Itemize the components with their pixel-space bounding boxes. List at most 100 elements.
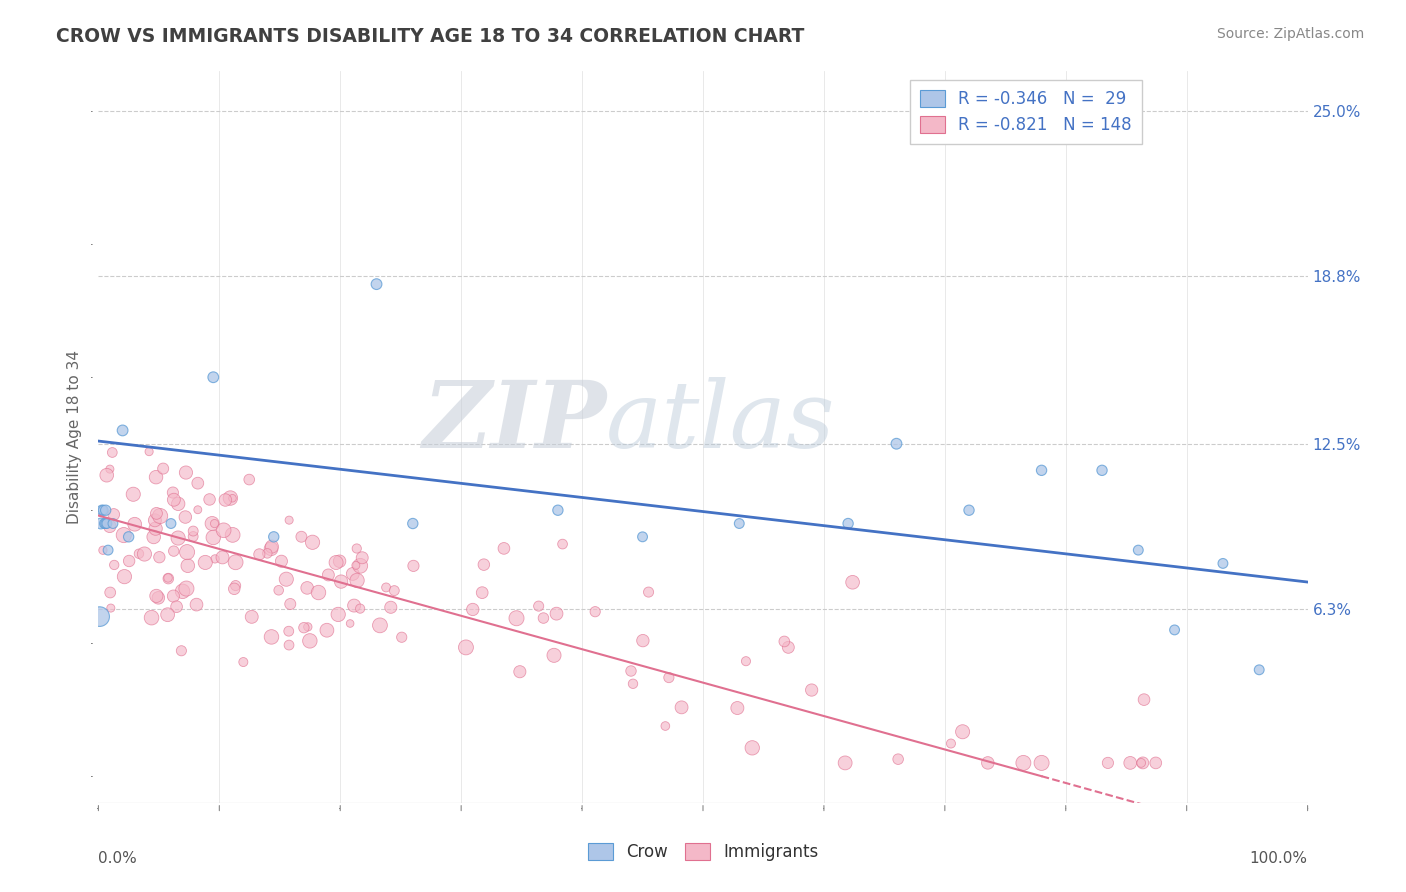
Point [162, 589, 184, 603]
Point [202, 531, 225, 545]
Point [1144, 756, 1167, 770]
Point [124, 517, 146, 532]
Point [527, 599, 550, 613]
Point [114, 569, 136, 583]
Point [741, 740, 763, 755]
Point [728, 516, 751, 531]
Point [297, 620, 319, 634]
Point [352, 550, 374, 565]
Text: 100.0%: 100.0% [1250, 851, 1308, 865]
Point [461, 602, 484, 616]
Point [402, 558, 425, 573]
Point [118, 530, 141, 544]
Point [98, 519, 121, 533]
Point [174, 510, 197, 524]
Point [834, 756, 856, 770]
Point [148, 550, 170, 565]
Point [263, 530, 285, 544]
Point [1031, 756, 1053, 770]
Point [1012, 756, 1035, 770]
Point [224, 582, 246, 596]
Point [509, 665, 531, 679]
Point [101, 516, 124, 531]
Point [103, 558, 125, 572]
Point [631, 530, 654, 544]
Point [149, 508, 172, 523]
Point [204, 552, 226, 566]
Point [292, 621, 315, 635]
Point [343, 599, 366, 613]
Point [112, 528, 135, 542]
Point [198, 492, 221, 507]
Point [277, 624, 299, 639]
Point [637, 585, 659, 599]
Point [214, 493, 236, 508]
Point [295, 581, 318, 595]
Point [330, 574, 353, 589]
Point [148, 591, 170, 605]
Point [800, 683, 823, 698]
Point [318, 568, 340, 582]
Y-axis label: Disability Age 18 to 34: Disability Age 18 to 34 [67, 350, 82, 524]
Point [174, 466, 197, 480]
Point [546, 607, 568, 621]
Point [98, 462, 121, 476]
Point [142, 530, 165, 544]
Point [471, 585, 494, 599]
Point [96, 516, 118, 531]
Point [118, 554, 141, 568]
Point [232, 655, 254, 669]
Point [89, 609, 111, 624]
Point [631, 633, 654, 648]
Point [91, 503, 114, 517]
Point [1097, 756, 1119, 770]
Point [177, 558, 200, 573]
Point [145, 470, 167, 484]
Point [225, 555, 247, 569]
Point [172, 584, 194, 599]
Point [260, 541, 283, 556]
Point [325, 556, 347, 570]
Point [141, 610, 163, 624]
Point [94, 516, 117, 531]
Text: atlas: atlas [606, 377, 835, 467]
Point [194, 556, 217, 570]
Point [163, 544, 186, 558]
Point [1130, 756, 1153, 770]
Point [163, 492, 186, 507]
Point [841, 575, 863, 590]
Point [212, 523, 235, 537]
Point [221, 528, 243, 542]
Point [886, 436, 908, 450]
Text: 0.0%: 0.0% [98, 851, 138, 865]
Point [382, 583, 405, 598]
Point [91, 503, 114, 517]
Point [181, 529, 204, 543]
Point [101, 445, 124, 459]
Point [260, 630, 283, 644]
Point [329, 554, 352, 568]
Point [94, 503, 117, 517]
Point [621, 677, 644, 691]
Point [156, 607, 179, 622]
Point [1091, 463, 1114, 477]
Point [157, 571, 180, 585]
Point [143, 513, 166, 527]
Point [339, 616, 361, 631]
Point [90, 516, 112, 531]
Point [887, 752, 910, 766]
Point [1133, 692, 1156, 706]
Point [349, 601, 371, 615]
Point [368, 618, 391, 632]
Point [1212, 557, 1234, 571]
Point [187, 502, 209, 516]
Point [202, 370, 225, 384]
Point [773, 634, 796, 648]
Point [211, 550, 233, 565]
Point [308, 585, 330, 599]
Point [939, 737, 962, 751]
Point [346, 541, 368, 556]
Point [583, 605, 606, 619]
Point [187, 476, 209, 491]
Point [1031, 463, 1053, 477]
